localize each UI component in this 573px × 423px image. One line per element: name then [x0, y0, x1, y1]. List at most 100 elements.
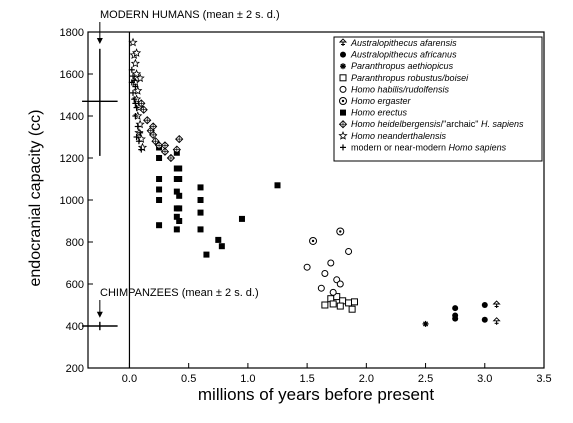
marker-shape — [173, 188, 180, 195]
data-point — [336, 302, 344, 310]
legend-marker — [338, 120, 348, 129]
marker-shape — [329, 288, 337, 296]
legend-marker — [339, 74, 347, 82]
data-point — [197, 209, 204, 216]
marker-shape — [176, 218, 183, 224]
y-tick-label: 1800 — [60, 27, 84, 39]
marker-shape — [131, 48, 142, 57]
data-point — [345, 247, 353, 255]
legend-item: Homo habilis/rudolfensis — [339, 84, 450, 94]
reference-range: CHIMPANZEES (mean ± 2 s. d.) — [82, 287, 259, 331]
data-point — [154, 141, 164, 150]
legend-item: Homo neanderthalensis — [338, 130, 447, 141]
legend-item: Australopithecus afarensis — [338, 38, 458, 48]
data-point — [131, 96, 138, 103]
data-point — [128, 66, 135, 73]
legend-label-part: Paranthropus aethiopicus — [351, 61, 454, 71]
marker-shape — [327, 259, 335, 267]
arrow-head — [96, 311, 103, 318]
marker-shape — [176, 165, 183, 172]
data-point — [350, 298, 358, 306]
data-point — [130, 89, 137, 96]
data-point — [309, 236, 318, 245]
legend-item: Australopithecus africanus — [340, 50, 457, 60]
legend-label-part: Australopithecus — [350, 38, 418, 48]
data-point — [329, 300, 337, 308]
data-point — [135, 138, 142, 145]
marker-shape — [329, 300, 337, 308]
marker-shape — [197, 184, 204, 191]
y-tick-label: 400 — [66, 321, 84, 333]
marker-shape — [350, 298, 358, 306]
marker-shape — [317, 284, 325, 292]
data-point — [321, 301, 329, 309]
data-points — [128, 37, 501, 327]
marker-dot — [341, 99, 345, 103]
legend-item: Homo ergaster — [339, 96, 412, 106]
x-tick-label: 2.0 — [359, 373, 374, 385]
marker-shape — [338, 130, 348, 140]
marker-shape — [156, 186, 163, 193]
marker-shape — [336, 280, 344, 288]
marker-shape — [135, 73, 145, 83]
data-point — [133, 134, 140, 140]
marker-shape — [176, 192, 183, 199]
data-point — [175, 134, 184, 144]
legend-label-part: H. sapiens — [481, 119, 524, 129]
marker-shape — [348, 305, 356, 313]
data-point — [303, 263, 311, 271]
legend-marker — [339, 97, 347, 105]
data-point — [156, 197, 163, 203]
data-point — [166, 153, 176, 163]
y-tick-label: 600 — [66, 279, 84, 291]
legend-item: Homo heidelbergensis/"archaic" H. sapien… — [338, 119, 524, 129]
marker-shape — [321, 301, 329, 309]
marker-shape — [274, 182, 281, 189]
data-point — [131, 48, 142, 57]
marker-shape — [481, 302, 488, 308]
marker-shape — [345, 299, 353, 307]
marker-shape — [156, 222, 163, 229]
data-point — [329, 288, 337, 296]
data-point — [197, 197, 204, 203]
marker-shape — [131, 69, 142, 78]
data-point — [215, 236, 222, 243]
x-tick-label: 3.5 — [536, 373, 551, 385]
data-point — [327, 259, 335, 267]
data-point — [422, 320, 429, 327]
marker-shape — [492, 300, 501, 305]
legend: Australopithecus afarensisAustralopithec… — [333, 36, 543, 162]
legend-item: Paranthropus aethiopicus — [340, 61, 454, 71]
data-point — [481, 316, 488, 323]
marker-shape — [340, 109, 346, 116]
data-point — [149, 130, 158, 140]
data-point — [156, 186, 163, 193]
marker-shape — [130, 58, 140, 68]
legend-marker — [340, 63, 346, 70]
data-point — [197, 226, 204, 233]
marker-shape — [339, 74, 347, 82]
marker-shape — [215, 236, 222, 243]
marker-shape — [345, 247, 353, 255]
legend-label-part: afarensis — [418, 38, 458, 48]
marker-shape — [321, 270, 329, 277]
legend-label-part: Homo neanderthalensis — [351, 131, 447, 141]
legend-label-part: Homo habilis/rudolfensis — [351, 84, 450, 94]
marker-shape — [156, 155, 163, 161]
legend-item: modern or near-modern Homo sapiens — [340, 142, 507, 152]
data-point — [197, 184, 204, 191]
data-point — [130, 58, 140, 68]
data-point — [156, 176, 163, 182]
data-point — [132, 113, 139, 119]
data-point — [134, 123, 141, 130]
data-point — [173, 226, 180, 233]
marker-shape — [452, 305, 459, 312]
range-label: MODERN HUMANS (mean ± 2 s. d.) — [100, 9, 280, 21]
data-point — [151, 137, 160, 146]
legend-box — [333, 36, 543, 162]
data-point — [203, 251, 210, 258]
data-point — [132, 100, 139, 107]
data-point — [130, 73, 137, 80]
marker-shape — [156, 176, 163, 182]
